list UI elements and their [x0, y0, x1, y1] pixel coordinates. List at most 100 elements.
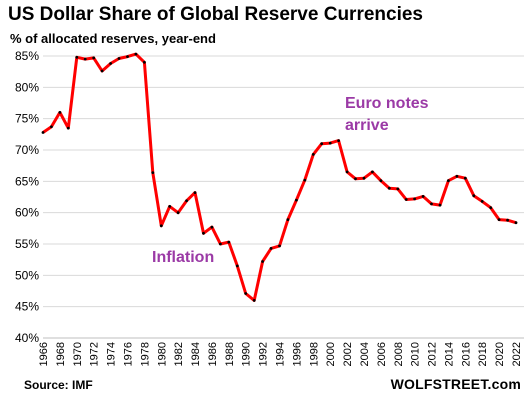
data-point: [134, 52, 138, 56]
x-tick-label: 2000: [325, 342, 337, 366]
data-point: [109, 62, 112, 65]
data-point: [413, 197, 416, 201]
y-tick-label: 75%: [15, 112, 39, 126]
data-point: [447, 179, 450, 183]
y-tick-label: 70%: [15, 143, 39, 157]
data-point: [371, 170, 374, 174]
annotation-euro: Euro notes arrive: [345, 95, 433, 134]
y-axis-ticks: 40% 45% 50% 55% 60% 65% 70% 75% 80% 85%: [15, 49, 39, 345]
data-point: [430, 202, 433, 206]
data-point: [151, 171, 155, 175]
data-point: [117, 57, 121, 60]
data-point: [269, 247, 273, 250]
data-point: [463, 176, 467, 180]
x-tick-label: 2008: [393, 342, 405, 366]
y-tick-label: 80%: [15, 80, 39, 94]
y-tick-label: 40%: [15, 331, 39, 345]
x-tick-label: 1970: [72, 342, 84, 366]
data-point: [455, 174, 459, 178]
x-axis-ticks: 1966 1968 1970 1972 1974 1976 1978 1980 1982 1984…: [38, 342, 523, 366]
data-point: [489, 206, 493, 210]
gridlines: [43, 55, 524, 339]
x-tick-label: 1968: [55, 342, 67, 366]
x-tick-label: 1984: [190, 342, 202, 366]
x-tick-label: 2014: [443, 342, 455, 366]
x-tick-label: 1972: [89, 342, 101, 366]
source-note: Source: IMF: [24, 378, 93, 392]
data-point: [480, 200, 484, 203]
data-point: [202, 231, 205, 235]
data-point: [404, 198, 408, 201]
data-point: [506, 218, 509, 222]
data-point: [421, 195, 425, 198]
x-tick-label: 1978: [139, 342, 151, 366]
data-point: [252, 299, 256, 302]
data-point: [379, 179, 383, 183]
x-tick-label: 1992: [258, 342, 270, 366]
data-point: [387, 186, 391, 190]
data-point: [286, 218, 290, 222]
data-point: [75, 55, 79, 59]
data-point: [66, 126, 70, 130]
data-point: [328, 141, 332, 145]
x-tick-label: 1980: [156, 342, 168, 366]
y-tick-label: 85%: [15, 49, 39, 63]
data-point: [185, 199, 189, 203]
y-tick-label: 55%: [15, 237, 39, 251]
data-point: [83, 57, 87, 61]
series-line: [42, 52, 517, 302]
x-tick-label: 2002: [342, 342, 354, 366]
data-point: [311, 153, 315, 156]
x-tick-label: 1996: [291, 342, 303, 366]
data-point: [396, 187, 400, 191]
x-tick-label: 2006: [376, 342, 388, 366]
data-point: [438, 203, 442, 207]
data-point: [261, 260, 264, 263]
data-point: [143, 60, 146, 64]
y-tick-label: 60%: [15, 206, 39, 220]
x-tick-label: 1990: [241, 342, 253, 366]
x-tick-label: 1976: [122, 342, 134, 366]
data-point: [320, 142, 324, 146]
x-tick-label: 1986: [207, 342, 219, 366]
data-point: [362, 176, 366, 180]
x-tick-label: 2022: [511, 342, 523, 366]
y-tick-label: 45%: [15, 300, 39, 314]
data-point: [303, 178, 307, 182]
x-tick-label: 2010: [410, 342, 422, 366]
x-tick-label: 1994: [275, 342, 287, 366]
x-tick-label: 1974: [106, 342, 118, 366]
data-point: [176, 211, 180, 215]
data-markers: [41, 52, 518, 302]
data-point: [50, 125, 53, 129]
x-tick-label: 2004: [359, 342, 371, 366]
data-point: [295, 198, 298, 202]
chart-title: US Dollar Share of Global Reserve Curren…: [8, 4, 423, 25]
x-tick-label: 1982: [173, 342, 185, 366]
data-point: [337, 139, 340, 143]
data-point: [497, 218, 501, 222]
data-point: [92, 56, 96, 60]
data-point: [345, 170, 349, 174]
data-point: [235, 264, 239, 268]
data-point: [126, 55, 129, 58]
x-tick-label: 1998: [308, 342, 320, 366]
x-tick-label: 2012: [427, 342, 439, 366]
data-point: [354, 177, 357, 181]
x-tick-label: 1966: [38, 342, 50, 366]
data-point: [168, 205, 172, 208]
data-point: [244, 292, 248, 295]
y-tick-label: 50%: [15, 268, 39, 282]
data-point: [227, 240, 231, 244]
x-tick-label: 1988: [224, 342, 236, 366]
data-point: [193, 191, 197, 195]
x-tick-label: 2016: [460, 342, 472, 366]
x-tick-label: 2020: [494, 342, 506, 366]
y-tick-label: 65%: [15, 174, 39, 188]
data-point: [472, 194, 476, 198]
data-point: [514, 221, 518, 225]
brand-logo-text: WOLFSTREET.com: [390, 376, 521, 392]
data-point: [278, 244, 281, 248]
data-point: [41, 131, 45, 134]
x-tick-label: 2018: [477, 342, 489, 366]
